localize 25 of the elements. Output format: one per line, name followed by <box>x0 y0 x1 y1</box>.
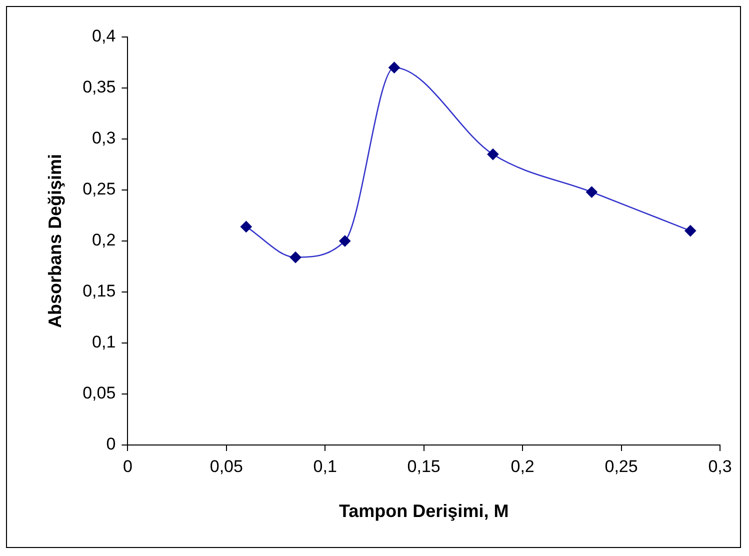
y-tick-label: 0,35 <box>82 78 116 97</box>
y-tick-label: 0,2 <box>92 230 116 250</box>
x-axis-title: Tampon Derişimi, M <box>338 501 509 522</box>
x-tick-label: 0,25 <box>604 456 638 476</box>
point <box>487 148 499 160</box>
y-tick-label: 0,4 <box>92 26 116 46</box>
point <box>339 235 351 247</box>
x-tick-label: 0,2 <box>510 456 534 476</box>
y-axis-title: Absorbans Değişimi <box>44 154 65 328</box>
y-tick-label: 0,25 <box>82 180 116 199</box>
point <box>684 225 696 236</box>
point <box>586 186 598 198</box>
y-tick-label: 0,1 <box>92 332 116 352</box>
y-tick-label: 0,3 <box>92 128 116 148</box>
point <box>240 221 252 232</box>
y-tick-label: 0 <box>106 434 116 454</box>
x-tick-label: 0,05 <box>210 456 243 476</box>
x-tick-label: 0,1 <box>313 456 337 476</box>
y-tick-label: 0,05 <box>82 384 116 403</box>
x-tick-label: 0,15 <box>407 456 440 476</box>
point <box>290 252 302 263</box>
y-tick-label: 0,15 <box>82 282 116 301</box>
x-tick-label: 0 <box>122 456 132 476</box>
point <box>388 62 400 74</box>
x-tick-label: 0,3 <box>708 456 732 476</box>
